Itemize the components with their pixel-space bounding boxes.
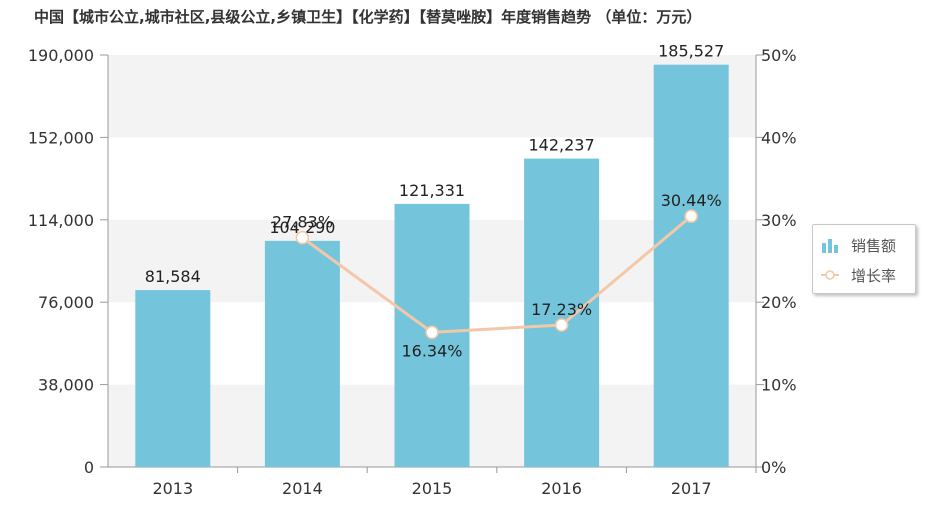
bar xyxy=(135,290,211,467)
x-tick-label: 2017 xyxy=(671,479,712,498)
growth-rate-point xyxy=(425,325,439,340)
growth-rate-label: 17.23% xyxy=(531,300,592,319)
bar xyxy=(524,158,600,467)
x-tick-label: 2014 xyxy=(282,479,323,498)
x-tick-label: 2015 xyxy=(412,479,453,498)
legend-label-sales: 销售额 xyxy=(851,236,897,255)
line-marker-icon xyxy=(821,270,839,280)
bar xyxy=(653,64,729,468)
y-left-tick-label: 0 xyxy=(84,458,94,477)
y-right-tick-label: 40% xyxy=(761,128,797,147)
y-right-tick-label: 0% xyxy=(761,458,786,477)
bar-chart-icon xyxy=(822,239,838,253)
legend-item-growth[interactable]: 增长率 xyxy=(821,265,896,285)
bar-value-label: 104,290 xyxy=(269,218,335,237)
legend-item-sales[interactable]: 销售额 xyxy=(821,235,896,255)
y-left-tick-label: 190,000 xyxy=(28,46,94,65)
y-left-tick-label: 114,000 xyxy=(28,211,94,230)
growth-rate-line xyxy=(301,215,693,334)
growth-rate-point xyxy=(295,230,310,245)
chart-title: 中国【城市公立,城市社区,县级公立,乡镇卫生】【化学药】【替莫唑胺】年度销售趋势… xyxy=(34,8,702,26)
growth-rate-point xyxy=(554,318,569,332)
x-tick-label: 2016 xyxy=(541,479,582,498)
growth-rate-label: 30.44% xyxy=(661,191,722,210)
growth-rate-point xyxy=(684,209,698,223)
grid-band xyxy=(108,55,756,138)
y-left-tick-label: 76,000 xyxy=(38,293,94,312)
x-tick-label: 2013 xyxy=(152,479,193,498)
y-right-tick-label: 20% xyxy=(761,293,797,312)
y-right-tick-label: 30% xyxy=(761,211,797,230)
y-left-tick-label: 38,000 xyxy=(38,376,94,395)
y-right-tick-label: 10% xyxy=(761,376,797,395)
bar-value-label: 121,331 xyxy=(399,181,465,200)
chart-legend: 销售额 增长率 xyxy=(812,224,916,294)
legend-label-growth: 增长率 xyxy=(851,266,897,285)
bar-value-label: 81,584 xyxy=(145,267,201,286)
bar-value-label: 185,527 xyxy=(658,42,724,61)
growth-rate-label: 16.34% xyxy=(401,341,462,360)
bar-value-label: 142,237 xyxy=(529,136,595,155)
y-left-tick-label: 152,000 xyxy=(28,128,94,147)
growth-rate-label: 27.83% xyxy=(272,213,333,232)
bar xyxy=(264,240,340,467)
y-right-tick-label: 50% xyxy=(761,46,797,65)
